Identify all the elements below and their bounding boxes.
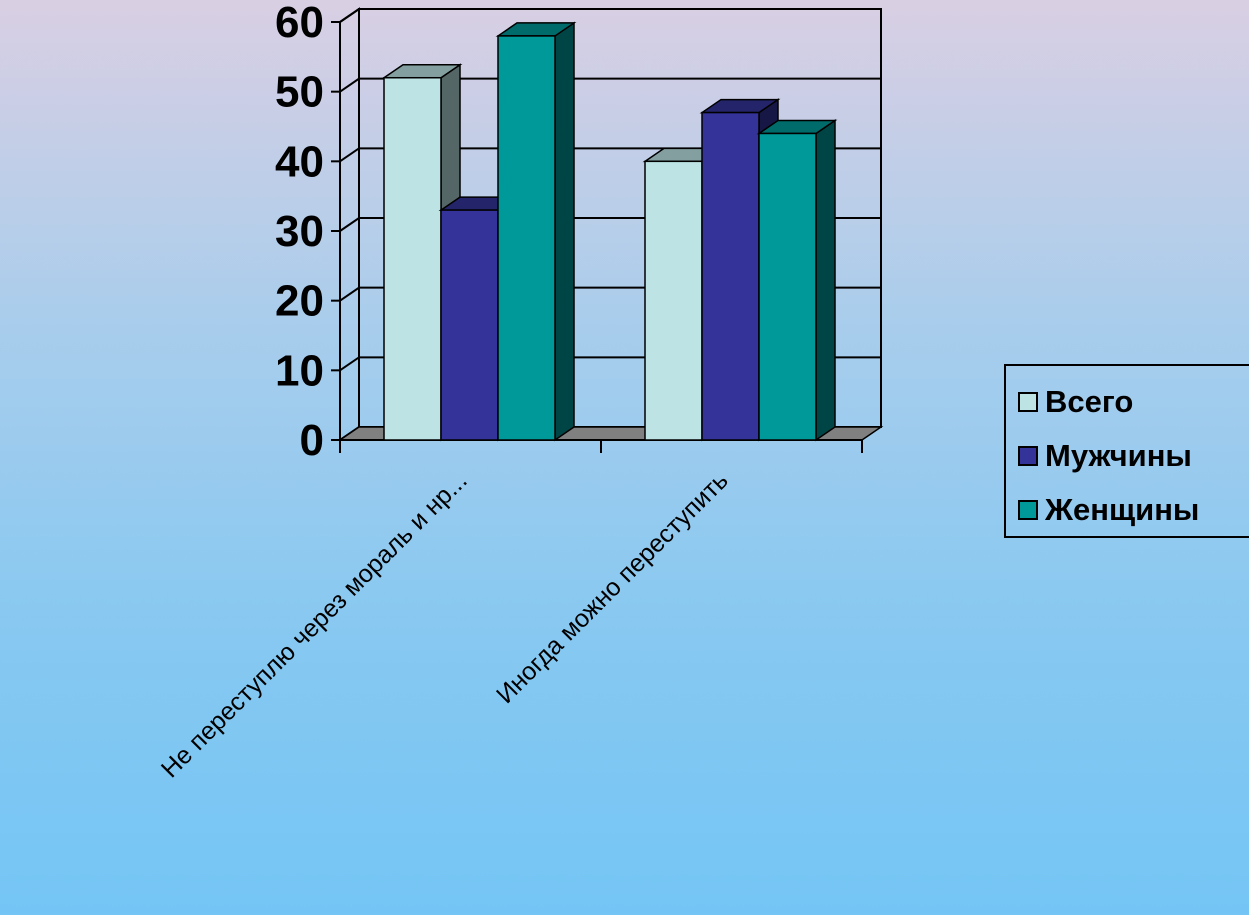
legend-item-vsego: Всего (1018, 384, 1133, 420)
bar-front (497, 35, 556, 441)
legend-label-vsego: Всего (1045, 384, 1134, 419)
legend-item-muzhchiny: Мужчины (1018, 438, 1192, 474)
y-tick-label: 30 (275, 207, 324, 256)
y-tick-label: 60 (275, 0, 324, 47)
y-tick-label: 50 (275, 68, 324, 117)
gridline (339, 8, 881, 23)
gridline (339, 77, 881, 93)
bar-side (554, 21, 575, 442)
bar-front (701, 111, 760, 441)
bar-side (815, 119, 836, 442)
bar-2-1 (756, 119, 838, 442)
x-axis-labels: Не переступлю через мораль и нр... Иногда… (156, 440, 863, 783)
y-axis-ticks: 0 10 20 30 40 50 60 (275, 0, 340, 465)
y-tick-label: 20 (275, 277, 324, 326)
legend-swatch-zhenshchiny (1018, 500, 1038, 520)
x-tick-label: Иногда можно переступить (491, 466, 734, 709)
bar-front (440, 209, 499, 441)
legend-label-zhenshchiny: Женщины (1045, 492, 1200, 527)
y-tick-label: 40 (275, 137, 324, 186)
bar-2-0 (495, 21, 577, 442)
bars (381, 21, 838, 442)
x-tick-label: Не переступлю через мораль и нр... (156, 466, 473, 783)
y-tick-label: 10 (275, 346, 324, 395)
bar-front (758, 132, 817, 441)
legend-item-zhenshchiny: Женщины (1018, 492, 1199, 528)
bar-front (644, 160, 703, 441)
y-tick-label: 0 (300, 416, 324, 465)
bar-front (383, 76, 442, 441)
legend-label-muzhchiny: Мужчины (1045, 438, 1192, 473)
legend-swatch-vsego (1018, 392, 1038, 412)
legend-swatch-muzhchiny (1018, 446, 1038, 466)
legend: Всего Мужчины Женщины (1004, 364, 1249, 538)
